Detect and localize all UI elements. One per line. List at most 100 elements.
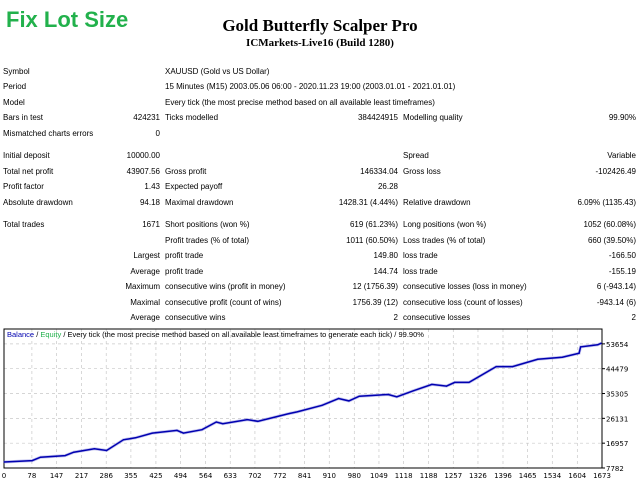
label-c2: XAUUSD (Gold vs US Dollar) xyxy=(165,67,270,76)
balance-point xyxy=(512,366,514,368)
report-row: Profit factor 1.43 Expected payoff 26.28 xyxy=(0,180,640,194)
value-v2: 12 (1756.39) xyxy=(352,282,398,291)
balance-point xyxy=(387,393,389,396)
balance-point xyxy=(358,395,360,397)
balance-point xyxy=(134,437,137,439)
balance-point xyxy=(182,432,185,434)
value-v1: 424231 xyxy=(133,113,160,122)
balance-point xyxy=(495,366,497,368)
chart-legend: Balance / Equity / Every tick (the most … xyxy=(7,330,424,339)
label-c3: Loss trades (% of total) xyxy=(403,236,486,245)
value-v3: -943.14 (6) xyxy=(596,298,636,307)
balance-point xyxy=(257,420,259,422)
value-v1: 1.43 xyxy=(144,182,160,191)
report-row: Bars in test 424231 Ticks modelled 38442491… xyxy=(0,111,640,125)
report-row: Mismatched charts errors 0 xyxy=(0,127,640,141)
balance-point xyxy=(288,413,290,415)
label-c1: Initial deposit xyxy=(3,151,50,160)
balance-point xyxy=(321,404,323,406)
report-row: Model Every tick (the most precise method… xyxy=(0,96,640,110)
balance-point xyxy=(600,342,602,344)
report-row: Period 15 Minutes (M15) 2003.05.06 06:00 … xyxy=(0,80,640,94)
value-v1: 0 xyxy=(155,129,160,138)
y-tick-label: 26131 xyxy=(606,415,628,423)
value-v1: 1671 xyxy=(142,220,160,229)
x-tick-label: 0 xyxy=(2,472,6,480)
report-row: Largest profit trade 149.80 loss trade -166.… xyxy=(0,249,640,263)
label-c3: loss trade xyxy=(403,251,438,260)
value-v3: 1052 (60.08%) xyxy=(583,220,636,229)
balance-point xyxy=(215,421,217,423)
label-c2: Maximal drawdown xyxy=(165,198,234,207)
x-tick-label: 1188 xyxy=(420,472,438,480)
value-v1: Maximum xyxy=(125,282,160,291)
report-row: Maximal consecutive profit (count of wins… xyxy=(0,296,640,310)
balance-point xyxy=(296,411,298,413)
balance-point xyxy=(73,451,75,453)
balance-point xyxy=(412,390,414,392)
label-c1: Profit factor xyxy=(3,182,44,191)
x-tick-label: 78 xyxy=(27,472,36,480)
value-v3: 2 xyxy=(631,313,636,322)
label-c3: Relative drawdown xyxy=(403,198,471,207)
value-v3: 660 (39.50%) xyxy=(587,236,636,245)
label-c2: Gross profit xyxy=(165,167,207,176)
x-tick-label: 147 xyxy=(50,472,63,480)
value-v3: 6 (-943.14) xyxy=(596,282,636,291)
label-c1: Model xyxy=(3,98,25,107)
value-v2: 1756.39 (12) xyxy=(352,298,398,307)
balance-point xyxy=(93,448,96,450)
y-tick-label: 7782 xyxy=(606,465,624,473)
x-tick-label: 1673 xyxy=(593,472,611,480)
x-tick-label: 1534 xyxy=(543,472,561,480)
balance-point xyxy=(222,423,224,425)
label-c1: Period xyxy=(3,82,27,91)
value-v1: Average xyxy=(130,267,160,276)
report-row: Symbol XAUUSD (Gold vs US Dollar) xyxy=(0,65,640,79)
label-c3: Gross loss xyxy=(403,167,441,176)
balance-point xyxy=(122,439,124,441)
value-v1: 94.18 xyxy=(139,198,160,207)
x-tick-label: 1465 xyxy=(519,472,537,480)
label-c1: Bars in test xyxy=(3,113,44,122)
balance-point xyxy=(578,352,580,354)
report-row: Average profit trade 144.74 loss trade -155.… xyxy=(0,265,640,279)
x-tick-label: 1326 xyxy=(469,472,487,480)
x-tick-label: 910 xyxy=(323,472,336,480)
balance-point xyxy=(597,344,599,346)
value-v3: 99.90% xyxy=(608,113,636,122)
balance-point xyxy=(3,461,5,463)
label-c3: Long positions (won %) xyxy=(403,220,487,229)
balance-point xyxy=(246,419,249,421)
x-tick-label: 355 xyxy=(124,472,137,480)
label-c3: consecutive loss (count of losses) xyxy=(403,298,523,307)
label-c2: profit trade xyxy=(165,251,204,260)
balance-point xyxy=(201,429,203,431)
balance-chart: 0 78 147 217 286 355 425 494 564 633 702 772 841 910 9… xyxy=(2,328,629,480)
value-v2: 26.28 xyxy=(377,182,398,191)
value-v2: 144.74 xyxy=(373,267,398,276)
report-title: Gold Butterfly Scalper Pro xyxy=(222,16,418,35)
value-v2: 146334.04 xyxy=(360,167,398,176)
label-c3: Modelling quality xyxy=(403,113,463,122)
value-v2: 149.80 xyxy=(373,251,398,260)
report-row: Absolute drawdown 94.18 Maximal drawdown 14… xyxy=(0,196,640,210)
report-row: Total trades 1671 Short positions (won %) 6… xyxy=(0,218,640,232)
x-tick-label: 1049 xyxy=(370,472,388,480)
value-v2: 2 xyxy=(393,313,398,322)
value-v1: Largest xyxy=(133,251,160,260)
label-c2: consecutive wins xyxy=(165,313,226,322)
y-tick-label: 44479 xyxy=(606,366,628,374)
balance-line xyxy=(3,342,602,463)
balance-point xyxy=(105,449,108,452)
balance-point xyxy=(454,381,456,384)
label-c2: profit trade xyxy=(165,267,204,276)
report-row: Initial deposit 10000.00 Spread Variable xyxy=(0,149,640,163)
balance-point xyxy=(468,381,470,384)
value-v1: Maximal xyxy=(130,298,160,307)
label-c3: loss trade xyxy=(403,267,438,276)
balance-point xyxy=(176,429,178,431)
value-v3: Variable xyxy=(607,151,636,160)
x-tick-label: 633 xyxy=(224,472,237,480)
x-tick-label: 425 xyxy=(149,472,162,480)
